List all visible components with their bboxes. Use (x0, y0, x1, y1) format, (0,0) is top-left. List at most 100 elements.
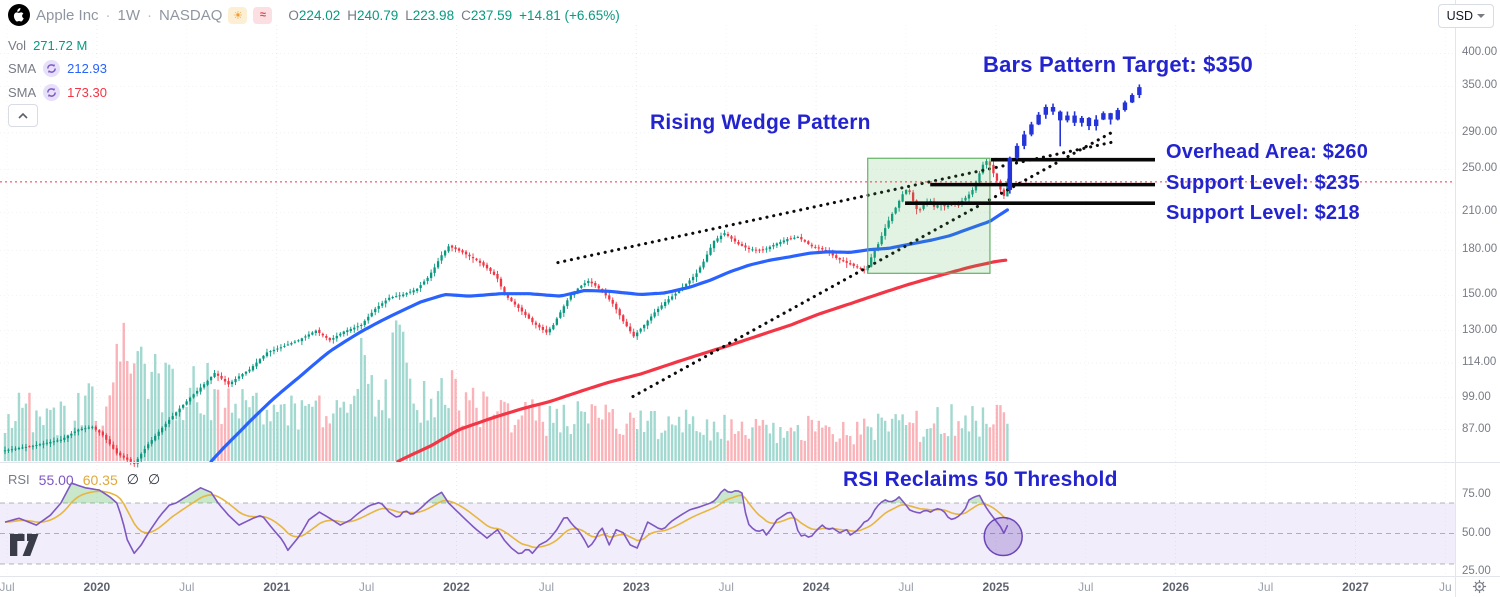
refresh-icon[interactable] (43, 60, 61, 77)
rsi-legend: RSI 55.00 60.35 ∅ ∅ (8, 471, 160, 488)
volume-bar (803, 440, 807, 461)
candle-body (45, 442, 49, 444)
volume-bar (412, 403, 415, 461)
candle-body (31, 445, 35, 447)
volume-bar (635, 429, 639, 461)
candle-body (164, 423, 167, 428)
candle-body (492, 271, 496, 275)
volume-bar (272, 404, 276, 461)
candle-body (402, 294, 405, 297)
candle-body (800, 237, 803, 240)
symbol-name[interactable]: Apple Inc (36, 6, 99, 24)
currency-dropdown[interactable]: USD (1437, 4, 1494, 28)
projection-bar (1007, 157, 1013, 190)
volume-bar (726, 440, 730, 461)
candle-body (772, 244, 775, 247)
projection-bar (1022, 134, 1027, 146)
annotation-rising-wedge[interactable]: Rising Wedge Pattern (650, 111, 871, 134)
candle-body (702, 261, 705, 268)
candle-body (17, 448, 21, 450)
volume-bar (660, 432, 663, 461)
candle-body (195, 390, 199, 394)
candle-body (461, 250, 464, 253)
hidden-plot-icon[interactable]: ∅ (126, 471, 139, 487)
candle-body (70, 433, 73, 436)
time-tick-label: 2025 (982, 580, 1010, 594)
projection-bar (1014, 145, 1020, 158)
candle-body (325, 336, 328, 338)
candle-body (412, 290, 415, 293)
volume-bar (744, 435, 747, 461)
volume-bar (883, 420, 887, 461)
candle-body (908, 190, 911, 193)
volume-bar (199, 413, 202, 461)
volume-bar (307, 403, 311, 461)
volume-bar (869, 427, 873, 461)
volume-bar (356, 388, 359, 461)
volume-bar (915, 410, 918, 461)
volume-bar (342, 401, 345, 461)
volume-bar (904, 425, 908, 461)
candle-body (283, 345, 286, 347)
annotation-support-218[interactable]: Support Level: $218 (1166, 202, 1360, 224)
refresh-icon[interactable] (43, 84, 61, 101)
candle-body (918, 209, 922, 211)
volume-bar (856, 421, 859, 461)
volume-bar (758, 425, 761, 461)
volume-bar (922, 436, 925, 461)
candle-body (290, 343, 293, 345)
collapse-legend-button[interactable] (8, 104, 38, 127)
candle-body (629, 326, 632, 332)
time-axis[interactable]: Jul 2020 Jul 2021 Jul 2022 Jul 2023 Jul 2024 Jul 20… (0, 577, 1456, 597)
volume-bar (454, 378, 457, 461)
candle-body (471, 257, 475, 259)
volume-bar (936, 407, 939, 461)
candle-body (789, 238, 793, 240)
annotation-bars-target[interactable]: Bars Pattern Target: $350 (983, 52, 1253, 77)
volume-bar (140, 346, 143, 461)
volume-bar (150, 371, 153, 461)
hidden-plot-icon[interactable]: ∅ (147, 471, 161, 487)
projection-bar (1101, 113, 1106, 120)
candle-body (304, 336, 307, 338)
candle-body (206, 380, 209, 385)
candle-body (698, 267, 702, 273)
candle-body (464, 251, 468, 255)
annotation-rsi-note[interactable]: RSI Reclaims 50 Threshold (843, 468, 1118, 491)
candle-body (716, 238, 719, 242)
gear-icon[interactable] (1472, 579, 1487, 597)
rsi-overbought-fill (968, 495, 983, 503)
candle-body (174, 412, 178, 416)
volume-bar (562, 404, 566, 461)
candle-body (223, 378, 227, 382)
change-value: +14.81 (+6.65%) (519, 7, 620, 23)
candle-body (87, 427, 90, 429)
volume-bar (367, 383, 370, 461)
annotation-support-235[interactable]: Support Level: $235 (1166, 172, 1360, 194)
candle-body (503, 287, 506, 295)
candle-body (391, 296, 394, 299)
candle-body (244, 371, 248, 374)
volume-bar (153, 354, 157, 461)
volume-bar (527, 407, 531, 461)
volume-bar (775, 443, 779, 461)
volume-bar (580, 411, 583, 461)
price-axis[interactable]: 400.00 350.00 290.00 250.00 210.00 180.00 150.… (1456, 0, 1500, 576)
volume-bar (485, 396, 489, 461)
volume-bar (59, 401, 63, 461)
volume-bar (772, 422, 775, 461)
candle-body (381, 303, 384, 306)
volume-bar (622, 434, 625, 461)
projection-bar (1086, 117, 1092, 127)
volume-bar (321, 427, 325, 461)
volume-bar (510, 432, 513, 461)
volume-bar (112, 382, 115, 461)
candle-body (216, 373, 220, 376)
annotation-overhead-area[interactable]: Overhead Area: $260 (1166, 141, 1369, 163)
candle-body (667, 299, 670, 303)
candle-body (974, 182, 978, 191)
volume-bar (63, 405, 66, 461)
volume-bar (520, 415, 524, 461)
timeframe-selector[interactable]: 1W (117, 6, 141, 24)
